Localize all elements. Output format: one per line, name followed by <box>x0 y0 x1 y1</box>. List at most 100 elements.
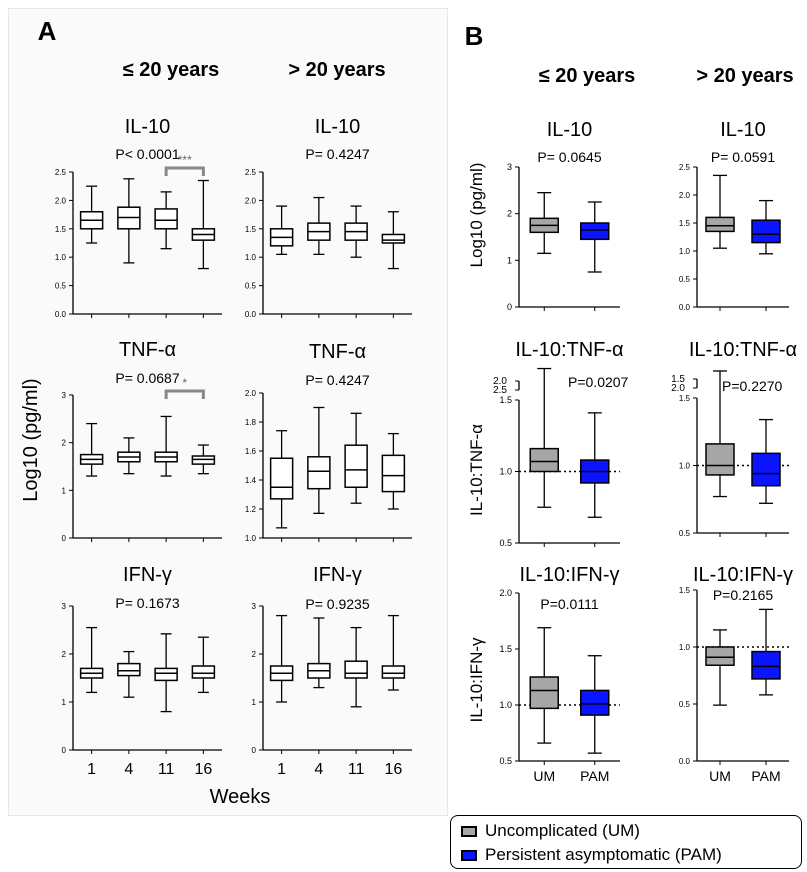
box-iqr <box>580 222 610 241</box>
chart-a4: TNF-α P= 0.4247 1.0 1.2 1.4 1.6 1.8 2.0 <box>245 341 412 543</box>
y-tick-label: 1.0 <box>679 247 691 256</box>
y-axis-label-b-il10: Log10 (pg/ml) <box>467 163 486 268</box>
box-1 <box>269 205 294 256</box>
y-tick-label: 2 <box>507 209 512 219</box>
y-tick-label: 1.0 <box>245 253 257 262</box>
y-tick-label: 1.5 <box>499 395 512 405</box>
y-tick-label: 1.0 <box>679 462 691 471</box>
box-16 <box>381 432 406 510</box>
box-4 <box>117 437 141 475</box>
box-iqr <box>381 454 406 493</box>
box-iqr <box>154 208 178 230</box>
legend-label-um: Uncomplicated (UM) <box>485 821 640 840</box>
significance-bracket <box>164 389 205 399</box>
chart-title: IL-10 <box>315 116 361 138</box>
box-4 <box>307 406 331 514</box>
significance-label: * <box>182 376 187 390</box>
x-tick-label: PAM <box>580 768 609 784</box>
x-tick-label: UM <box>533 768 555 784</box>
y-tick-label: 0.0 <box>679 757 691 766</box>
p-value-label: P< 0.0001 <box>115 146 179 162</box>
panel-a-background <box>8 8 448 816</box>
x-tick-label: 1 <box>87 761 96 778</box>
y-tick-label: 2.5 <box>679 163 691 172</box>
panel-label-a: A <box>38 16 57 46</box>
y-tick-label: 0.0 <box>245 310 257 319</box>
y-tick-label-broken: 2.0 <box>493 376 507 387</box>
box-11 <box>344 412 368 504</box>
figure: IL-10 P< 0.0001 0.0 0.5 1.0 1.5 2.0 2.5 *** IL-10… <box>20 16 797 808</box>
y-tick-label: 0.5 <box>499 756 512 766</box>
legend: Uncomplicated (UM) Persistent asymptomat… <box>450 815 802 869</box>
y-tick-label: 0.5 <box>679 275 691 284</box>
x-tick-label: UM <box>709 768 731 784</box>
y-tick-label: 1 <box>507 255 512 265</box>
box-UM <box>705 370 735 498</box>
box-iqr <box>705 443 735 476</box>
legend-item-pam: Persistent asymptomatic (PAM) <box>461 844 722 866</box>
chart-b2: IL-10 P= 0.0591 0.0 0.5 1.0 1.5 2.0 2.5 <box>679 119 789 312</box>
x-tick-label: 11 <box>348 761 365 778</box>
p-value-label: P= 0.1673 <box>115 595 179 611</box>
box-16 <box>381 614 406 691</box>
significance-label: *** <box>178 153 192 167</box>
y-tick-label: 0 <box>252 746 257 755</box>
y-tick-label: 1.0 <box>245 534 257 543</box>
chart-title: IL-10:TNF-α <box>515 339 623 361</box>
box-1 <box>79 626 104 694</box>
box-iqr <box>154 667 178 682</box>
y-tick-label: 2.0 <box>245 196 257 205</box>
box-iqr <box>269 457 294 500</box>
x-tick-label: 11 <box>158 761 175 778</box>
y-tick-label: 0.5 <box>245 282 257 291</box>
x-tick-label: 4 <box>314 761 323 778</box>
box-iqr <box>344 660 368 679</box>
box-iqr <box>751 650 781 680</box>
y-tick-label: 2.5 <box>55 168 67 177</box>
y-tick-label: 1 <box>62 486 67 495</box>
y-tick-label: 2.0 <box>679 191 691 200</box>
header-le20-a: ≤ 20 years <box>123 59 220 81</box>
y-tick-label: 2 <box>252 650 257 659</box>
y-axis-label-b-tnf: IL-10:TNF-α <box>467 424 486 516</box>
y-tick-label: 2.5 <box>245 168 257 177</box>
y-tick-label: 2.0 <box>499 588 512 598</box>
box-11 <box>154 633 178 713</box>
chart-title: IL-10:TNF-α <box>689 339 797 361</box>
box-iqr <box>344 444 368 489</box>
y-tick-label: 2.0 <box>245 389 257 398</box>
box-UM <box>705 629 735 706</box>
chart-a1: IL-10 P< 0.0001 0.0 0.5 1.0 1.5 2.0 2.5 *** <box>55 116 222 319</box>
box-UM <box>529 192 559 254</box>
chart-title: IFN-γ <box>123 564 172 586</box>
legend-item-um: Uncomplicated (UM) <box>461 820 640 842</box>
box-16 <box>191 636 216 694</box>
significance-bracket <box>164 166 205 176</box>
y-tick-label: 2 <box>62 650 67 659</box>
p-value-label: P=0.0111 <box>540 596 598 612</box>
box-16 <box>381 211 406 270</box>
y-tick-label: 1.4 <box>245 476 257 485</box>
chart-title: IL-10 <box>720 119 766 141</box>
p-value-label: P=0.2270 <box>722 378 783 394</box>
p-value-label: P= 0.9235 <box>305 596 369 612</box>
y-tick-label: 1.0 <box>499 700 512 710</box>
y-tick-label: 2.0 <box>55 196 67 205</box>
y-tick-label-broken: 1.5 <box>671 374 685 385</box>
y-tick-label: 0.5 <box>55 282 67 291</box>
box-1 <box>269 430 294 529</box>
box-iqr <box>529 447 559 473</box>
y-tick-label: 1.0 <box>679 643 691 652</box>
box-iqr <box>751 219 781 244</box>
x-axis-label-weeks: Weeks <box>210 786 271 808</box>
chart-title: IFN-γ <box>313 564 362 586</box>
box-iqr <box>705 646 735 666</box>
box-PAM <box>580 655 610 754</box>
box-UM <box>529 367 559 508</box>
chart-a6: IFN-γ P= 0.9235 0 1 2 3 1 4 11 16 <box>252 564 412 778</box>
y-tick-label: 3 <box>62 391 67 400</box>
y-tick-label: 1.5 <box>679 219 691 228</box>
p-value-label: P= 0.4247 <box>305 372 369 388</box>
x-tick-label: 16 <box>384 761 402 778</box>
box-PAM <box>751 608 781 696</box>
